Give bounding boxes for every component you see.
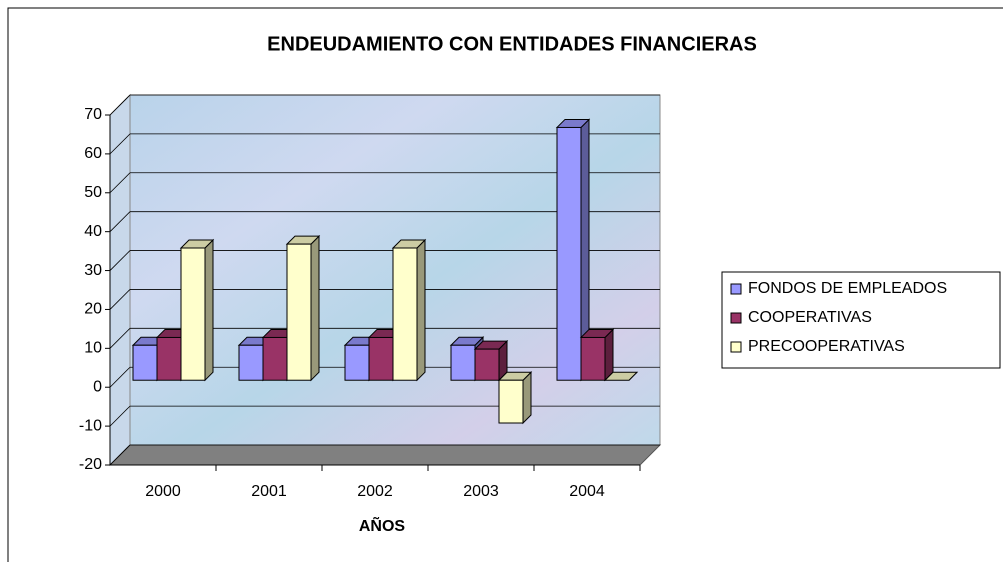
y-tick-label: 20 bbox=[84, 301, 102, 318]
bar bbox=[132, 344, 158, 381]
grid-line bbox=[109, 444, 131, 466]
bar bbox=[450, 344, 476, 381]
grid-line bbox=[109, 211, 131, 232]
bar bbox=[368, 336, 394, 381]
x-tick-label: 2001 bbox=[251, 483, 287, 500]
x-tick-label: 2002 bbox=[357, 483, 393, 500]
y-tick-label: -20 bbox=[79, 456, 102, 473]
bar bbox=[474, 348, 500, 381]
bar-side bbox=[310, 234, 320, 382]
grid-line bbox=[109, 289, 131, 310]
grid-line bbox=[109, 250, 131, 271]
legend-label: PRECOOPERATIVAS bbox=[748, 338, 905, 355]
grid-line bbox=[109, 405, 131, 427]
bar bbox=[262, 336, 288, 381]
bar-side bbox=[204, 238, 214, 382]
bar bbox=[580, 336, 606, 381]
legend-label: COOPERATIVAS bbox=[748, 309, 872, 326]
chart-title: ENDEUDAMIENTO CON ENTIDADES FINANCIERAS bbox=[267, 33, 757, 55]
bar-top bbox=[603, 371, 639, 381]
grid-line bbox=[109, 366, 131, 388]
bar-side bbox=[416, 238, 426, 382]
y-tick-label: 30 bbox=[84, 262, 102, 279]
x-tick-label: 2000 bbox=[145, 483, 181, 500]
y-tick-label: 60 bbox=[84, 145, 102, 162]
bar bbox=[344, 344, 370, 381]
legend bbox=[721, 271, 1001, 369]
y-tick-label: 70 bbox=[84, 106, 102, 123]
grid-line bbox=[109, 133, 131, 155]
x-tick-label: 2004 bbox=[569, 483, 605, 500]
bar bbox=[392, 247, 418, 381]
y-tick-label: 40 bbox=[84, 223, 102, 240]
y-tick-label: 50 bbox=[84, 184, 102, 201]
x-tick-label: 2003 bbox=[463, 483, 499, 500]
bar bbox=[156, 336, 182, 381]
bar-side bbox=[522, 371, 532, 425]
grid-line bbox=[109, 328, 131, 349]
legend-label: FONDOS DE EMPLEADOS bbox=[748, 280, 947, 297]
y-tick-label: 0 bbox=[93, 378, 102, 395]
bar bbox=[286, 243, 312, 381]
floor bbox=[108, 444, 662, 466]
grid-line bbox=[109, 172, 131, 194]
bar bbox=[238, 344, 264, 381]
legend-swatch bbox=[730, 341, 742, 353]
legend-swatch bbox=[730, 312, 742, 324]
bar-side bbox=[604, 328, 614, 382]
bar bbox=[498, 379, 524, 424]
x-axis-title: AÑOS bbox=[359, 515, 406, 535]
grid-line bbox=[109, 94, 131, 116]
bar bbox=[180, 247, 206, 381]
y-tick-label: 10 bbox=[84, 340, 102, 357]
y-tick-label: -10 bbox=[79, 417, 102, 434]
legend-swatch bbox=[730, 283, 742, 295]
bar bbox=[556, 126, 582, 381]
